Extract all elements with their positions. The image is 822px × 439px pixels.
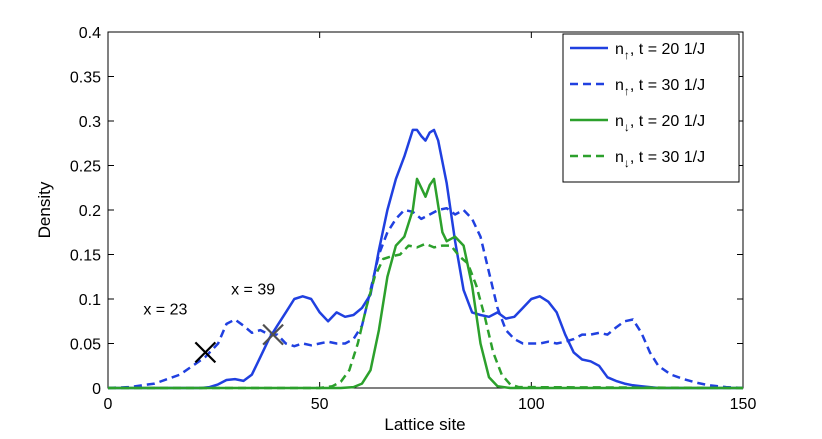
legend-label-3: n↓, t = 30 1/J (615, 149, 705, 170)
x-tick-label: 50 (311, 396, 329, 413)
x-tick-label: 0 (104, 396, 113, 413)
series-line-1 (107, 206, 744, 390)
y-tick-label: 0.4 (79, 25, 101, 42)
y-axis-label: Density (35, 181, 54, 238)
marker-cross-1 (262, 323, 284, 346)
legend: n↑, t = 20 1/J n↑, t = 30 1/J n↓, t = 20 1… (562, 33, 740, 183)
y-tick-label: 0.3 (79, 114, 101, 131)
y-tick-label: 0.2 (79, 203, 101, 220)
marker-label-1: x = 39 (231, 282, 275, 299)
series-line-0 (108, 128, 743, 390)
legend-label-0: n↑, t = 20 1/J (615, 41, 705, 62)
series-line-3 (108, 242, 744, 390)
y-tick-label: 0.25 (70, 159, 101, 176)
x-tick-label: 100 (518, 396, 545, 413)
y-tick-label: 0.15 (70, 248, 101, 265)
legend-label-2: n↓, t = 20 1/J (615, 113, 705, 134)
y-tick-label: 0.35 (70, 70, 101, 87)
legend-box (562, 33, 740, 183)
x-axis-label: Lattice site (384, 415, 465, 434)
series-line-2 (108, 177, 743, 390)
y-tick-label: 0.05 (70, 337, 101, 354)
legend-label-1: n↑, t = 30 1/J (615, 77, 705, 98)
y-tick-label: 0 (92, 381, 101, 398)
y-tick-label: 0.1 (79, 292, 101, 309)
marker-cross-0 (194, 341, 217, 364)
marker-label-0: x = 23 (143, 301, 187, 318)
x-tick-label: 150 (730, 396, 757, 413)
